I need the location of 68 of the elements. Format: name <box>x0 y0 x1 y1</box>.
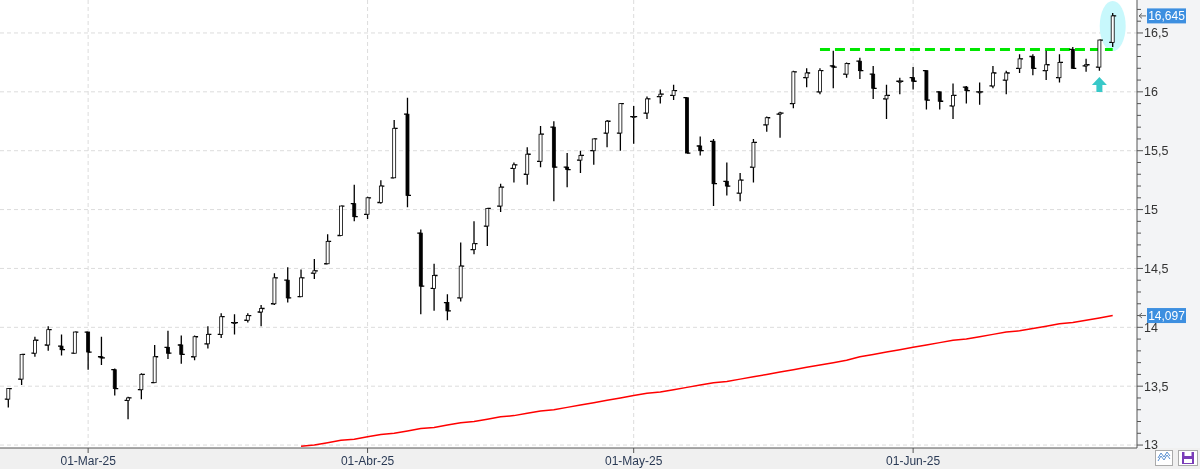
candlestick <box>325 233 330 265</box>
candlestick <box>924 69 929 111</box>
x-tick-label: 01-Abr-25 <box>340 454 395 468</box>
candlestick <box>312 258 317 280</box>
candlestick <box>365 195 370 220</box>
candlestick <box>1004 69 1009 95</box>
text: 14,097 <box>1148 308 1186 323</box>
candlestick <box>152 344 157 384</box>
candlestick <box>485 207 490 247</box>
candlestick <box>445 293 450 321</box>
candlestick <box>1044 49 1049 81</box>
y-tick-label: 14,5 <box>1144 261 1169 276</box>
candlestick <box>937 91 942 111</box>
candlestick <box>285 266 290 304</box>
candlestick <box>1070 46 1075 69</box>
y-tick-label: 15 <box>1144 202 1158 217</box>
candlestick <box>112 367 117 397</box>
candlestick <box>964 85 969 105</box>
candlestick <box>498 183 503 213</box>
candlestick <box>884 84 889 120</box>
candlestick <box>658 88 663 105</box>
candlestick <box>1057 53 1062 84</box>
candlestick <box>525 146 530 186</box>
candlestick <box>724 161 729 197</box>
candlestick <box>1017 53 1022 74</box>
line-series <box>300 314 1114 447</box>
candlestick <box>139 372 144 400</box>
candlestick <box>804 67 809 88</box>
candlestick <box>618 102 623 152</box>
candlestick <box>219 312 224 339</box>
x-tick-label: 01-Mar-25 <box>60 454 117 468</box>
text: 16,645 <box>1148 9 1186 24</box>
candlestick <box>791 69 796 109</box>
candlestick <box>6 387 11 409</box>
y-tick-label: 15,5 <box>1144 144 1169 159</box>
candlestick <box>179 334 184 365</box>
candlestick <box>538 125 543 168</box>
x-tick-label: 01-May-25 <box>605 454 663 468</box>
candlestick <box>272 272 277 306</box>
x-tick-label: 01-Jun-25 <box>886 454 941 468</box>
candlestick <box>711 138 716 207</box>
candlestick <box>1097 39 1102 72</box>
candlestick <box>59 333 64 357</box>
y-tick-label: 14 <box>1144 320 1158 335</box>
candlestick <box>671 84 676 101</box>
candlestick <box>458 241 463 303</box>
candlestick <box>871 65 876 100</box>
candlestick <box>72 331 77 354</box>
candlestick <box>352 184 357 222</box>
candlestick <box>19 353 24 386</box>
y-tick-label: 16,5 <box>1144 26 1169 41</box>
candlestick <box>565 152 570 188</box>
candlestick <box>751 138 756 184</box>
candlestick <box>405 97 410 208</box>
candlestick <box>418 228 423 316</box>
candlestick <box>192 334 197 361</box>
y-tick-label: 13,5 <box>1144 379 1169 394</box>
candlestick <box>764 115 769 133</box>
candlestick <box>591 138 596 166</box>
candlestick <box>578 150 583 174</box>
candlestick <box>46 325 51 352</box>
y-tick-label: 16 <box>1144 85 1158 100</box>
candlestick <box>551 120 556 202</box>
candlestick <box>698 135 703 157</box>
y-tick-label: 13 <box>1144 438 1158 453</box>
candlestick <box>392 119 397 179</box>
candlestick <box>1110 12 1115 48</box>
candlestick <box>844 61 849 79</box>
